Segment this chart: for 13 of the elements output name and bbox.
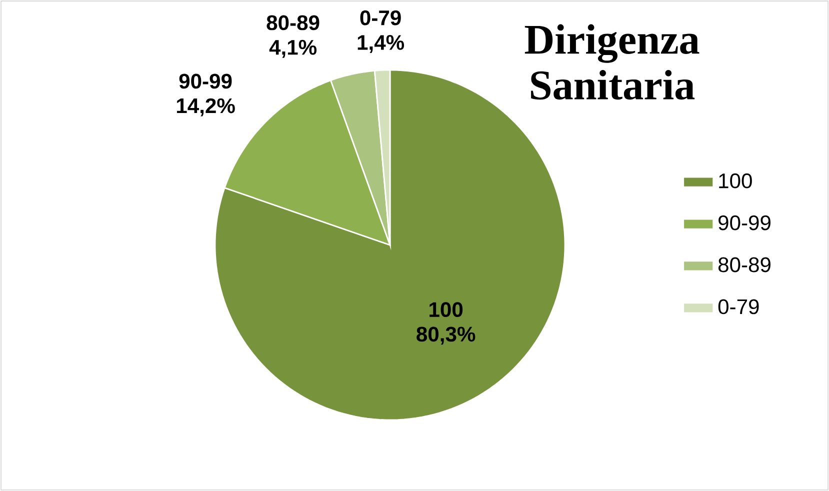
data-label: 14,2% <box>176 98 235 116</box>
legend-label: 80-89 <box>718 257 770 272</box>
data-label: 4,1% <box>269 40 317 58</box>
text: Dirigenza Sanitaria <box>524 24 700 100</box>
data-label: 1,4% <box>358 35 404 53</box>
legend-label: 90-99 <box>718 215 770 230</box>
slice-label: 0-79 <box>360 10 401 26</box>
legend-label: 100 <box>719 173 752 188</box>
slice-label: 100 <box>430 302 463 318</box>
slice-label: 90-99 <box>179 74 232 89</box>
slice-label: 80-89 <box>266 15 320 30</box>
data-label: 80,3% <box>416 326 476 345</box>
legend-label: 0-79 <box>718 299 759 314</box>
